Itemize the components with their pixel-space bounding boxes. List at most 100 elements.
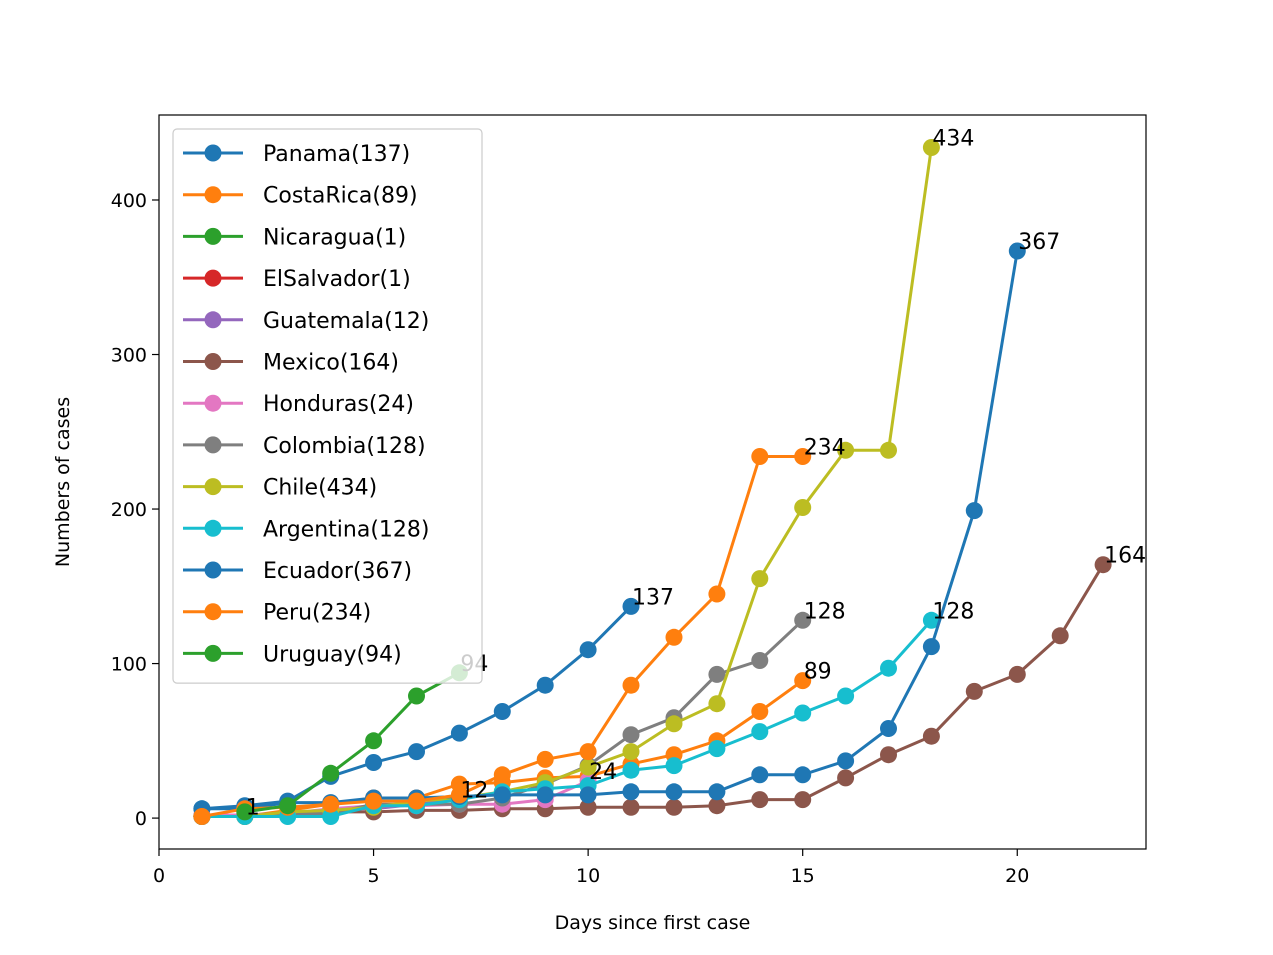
data-point (751, 791, 769, 809)
end-value-label: 12 (460, 779, 488, 804)
legend-entry: Nicaragua(1) (183, 225, 406, 250)
legend-entry: Uruguay(94) (183, 642, 402, 667)
data-point (579, 641, 597, 659)
legend-label: Guatemala(12) (263, 309, 429, 334)
data-point (622, 761, 640, 779)
legend-label: Uruguay(94) (263, 642, 402, 667)
legend-entry: CostaRica(89) (183, 184, 418, 209)
series-lines (193, 139, 1112, 825)
legend-entry: Honduras(24) (183, 392, 414, 417)
data-point (622, 743, 640, 761)
data-point (794, 704, 812, 722)
data-point (708, 740, 726, 758)
data-point (965, 682, 983, 700)
data-point (794, 791, 812, 809)
end-value-label: 137 (632, 585, 674, 610)
data-point (579, 743, 597, 761)
data-point (1051, 627, 1069, 645)
data-point (708, 665, 726, 683)
data-point (751, 570, 769, 588)
y-tick-label: 200 (111, 499, 147, 521)
data-point (450, 724, 468, 742)
y-tick-label: 400 (111, 190, 147, 212)
data-point (408, 743, 425, 761)
data-point (536, 786, 554, 804)
legend-entry: Chile(434) (183, 476, 377, 501)
data-point (794, 448, 812, 465)
end-value-label: 89 (804, 660, 832, 685)
data-point (751, 652, 769, 669)
legend-marker (204, 227, 222, 245)
end-value-label: 234 (804, 436, 846, 461)
legend-marker (204, 603, 222, 621)
data-point (880, 441, 897, 459)
legend-label: Mexico(164) (263, 351, 399, 376)
data-point (622, 676, 640, 694)
x-tick-label: 15 (791, 865, 815, 887)
data-point (322, 764, 340, 782)
legend-marker (204, 436, 222, 454)
y-tick-label: 0 (135, 808, 147, 830)
data-point (1094, 556, 1112, 574)
legend-entry: Peru(234) (183, 601, 371, 626)
y-tick-label: 300 (111, 345, 147, 367)
legend-label: Peru(234) (263, 601, 371, 626)
data-point (622, 726, 640, 744)
x-tick-label: 5 (368, 865, 380, 887)
data-point (365, 732, 383, 750)
legend-entry: Argentina(128) (183, 517, 429, 542)
data-point (665, 798, 683, 816)
data-point (837, 441, 855, 459)
data-point (193, 808, 211, 825)
data-point (493, 786, 511, 804)
data-point (579, 786, 597, 804)
legend-entry: Ecuador(367) (183, 559, 412, 584)
end-value-label: 164 (1104, 544, 1146, 569)
data-point (708, 797, 726, 815)
data-point (579, 758, 597, 776)
data-point (751, 723, 769, 741)
data-point (622, 798, 640, 816)
x-tick-label: 10 (576, 865, 600, 887)
data-point (965, 502, 983, 520)
data-point (365, 792, 383, 810)
data-point (751, 766, 769, 784)
data-point (665, 628, 683, 646)
legend: Panama(137) CostaRica(89) Nicaragua(1) ElSa… (172, 128, 483, 684)
data-point (794, 611, 812, 629)
legend-entry: Panama(137) (183, 142, 410, 167)
legend-label: Nicaragua(1) (263, 225, 406, 250)
data-point (708, 585, 726, 603)
data-point (450, 786, 468, 804)
data-point (751, 448, 769, 465)
end-value-label: 128 (804, 599, 846, 624)
data-point (751, 703, 769, 720)
data-point (365, 754, 383, 771)
data-point (665, 783, 683, 801)
data-point (794, 766, 812, 784)
legend-box (172, 128, 483, 684)
data-point (408, 792, 425, 810)
legend-marker (204, 353, 222, 370)
data-point (408, 687, 425, 705)
legend-label: Ecuador(367) (263, 559, 412, 584)
data-point (322, 808, 340, 825)
data-point (622, 597, 640, 615)
legend-label: CostaRica(89) (263, 184, 418, 209)
data-point (579, 798, 597, 816)
legend-entry: ElSalvador(1) (183, 267, 411, 292)
legend-label: Colombia(128) (263, 434, 426, 459)
x-axis: 0 5 10 15 20 (153, 849, 1029, 887)
data-point (536, 676, 554, 694)
plot-frame (158, 114, 1147, 850)
end-value-label: 367 (1018, 230, 1060, 255)
data-point (493, 766, 511, 784)
data-point (1008, 665, 1026, 683)
data-point (837, 752, 855, 770)
data-point (922, 638, 940, 656)
data-point (922, 727, 940, 745)
data-point (794, 672, 812, 690)
legend-entry: Guatemala(12) (183, 309, 429, 334)
end-value-label: 434 (932, 127, 974, 152)
